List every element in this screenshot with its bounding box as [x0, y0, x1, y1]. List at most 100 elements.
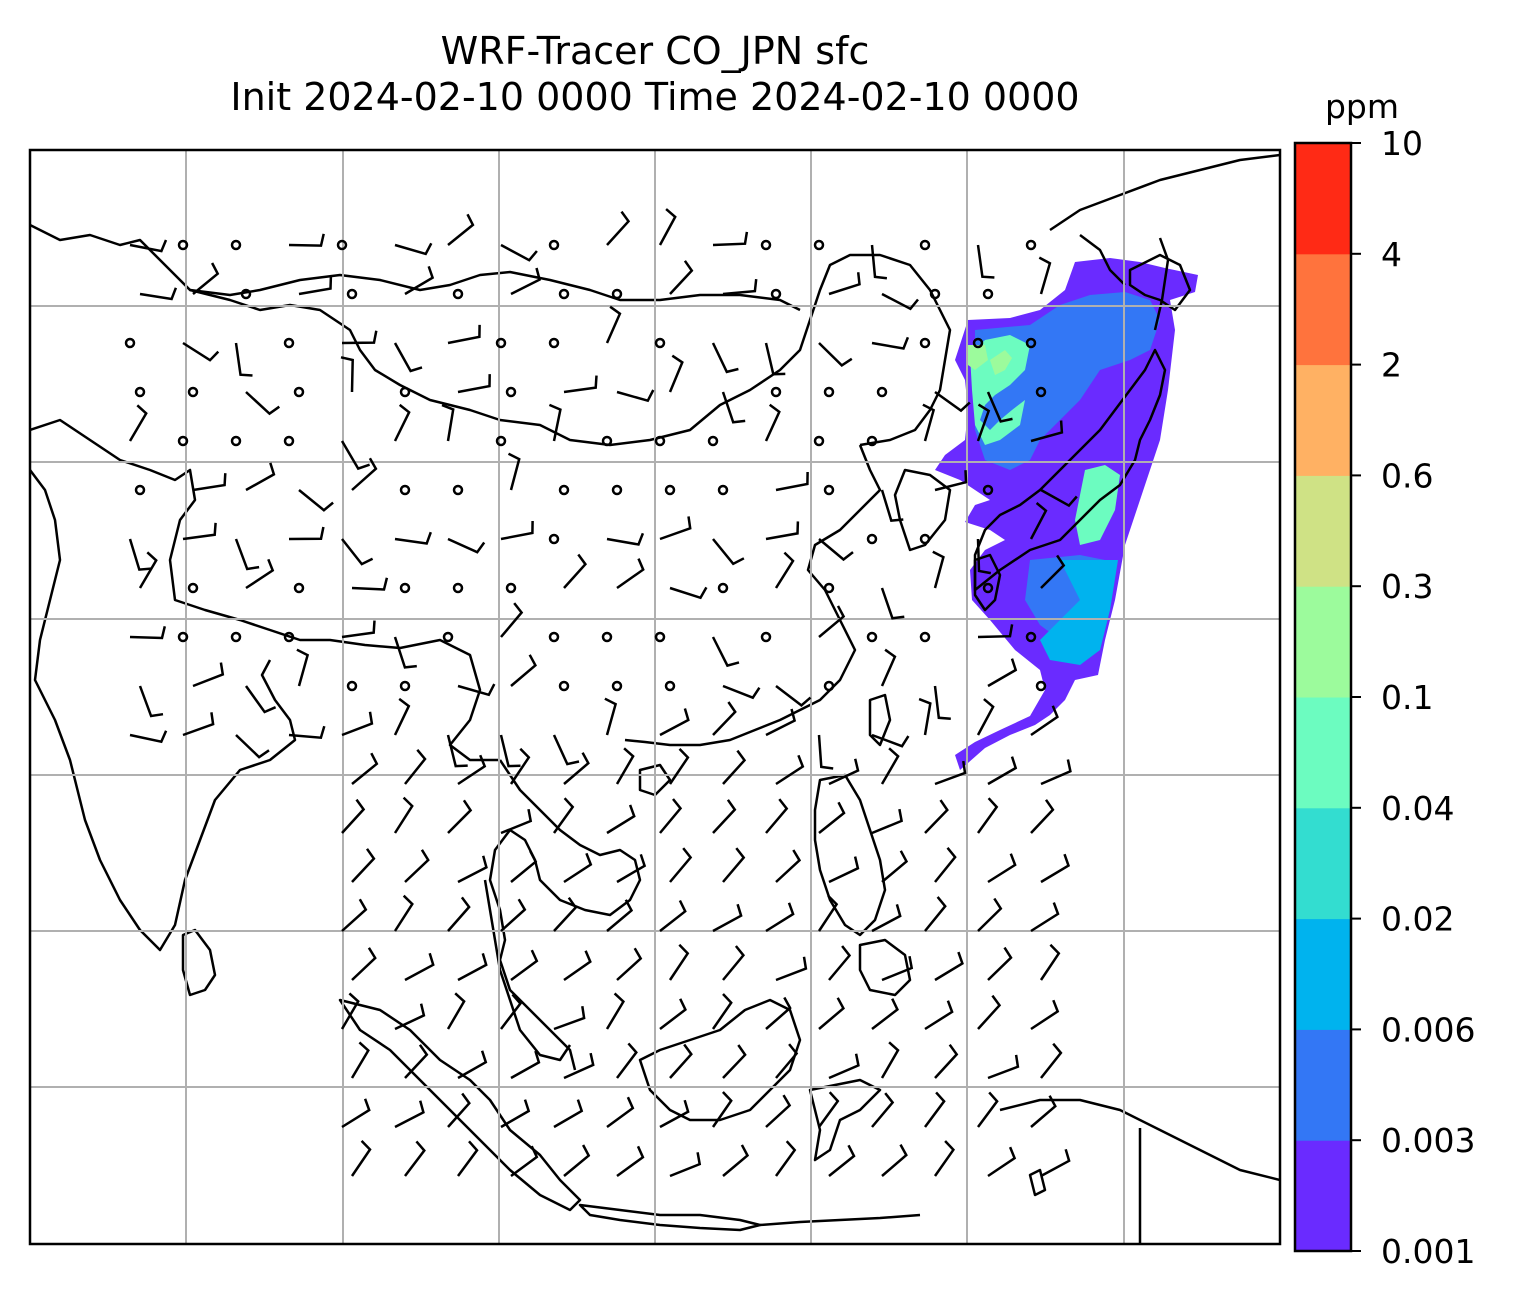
calm-wind-marker: [187, 582, 199, 594]
wind-barb: [828, 1053, 860, 1080]
calm-wind-marker: [866, 631, 878, 643]
colorbar-swatch: [1295, 364, 1351, 476]
wind-barb: [818, 801, 846, 834]
wind-barb: [712, 903, 743, 933]
wind-barb: [457, 1050, 488, 1080]
colorbar-swatch: [1295, 143, 1351, 255]
wind-barb: [510, 1145, 539, 1178]
calm-wind-marker: [760, 239, 772, 251]
calm-wind-marker: [283, 631, 295, 643]
colorbar-tick-label: 0.02: [1381, 900, 1454, 939]
wind-barb: [616, 947, 643, 981]
calm-wind-marker: [1025, 631, 1037, 643]
calm-wind-marker: [495, 435, 507, 447]
colorbar-tick-label: 0.001: [1381, 1232, 1475, 1271]
colorbar-tick-label: 0.6: [1381, 456, 1433, 495]
colorbar-tick-label: 0.003: [1381, 1121, 1475, 1160]
wind-barb: [563, 553, 588, 589]
calm-wind-marker: [919, 239, 931, 251]
wind-barb: [881, 850, 909, 883]
wind-barb: [976, 797, 999, 834]
calm-wind-marker: [346, 680, 358, 692]
wind-barb: [615, 747, 635, 785]
wind-barb: [500, 898, 527, 932]
korea: [893, 468, 952, 552]
wind-barb: [924, 896, 947, 932]
calm-wind-marker: [452, 582, 464, 594]
wind-barb: [987, 658, 1018, 688]
wind-barb: [870, 244, 888, 280]
wind-barb: [447, 896, 471, 932]
calm-wind-marker: [177, 239, 189, 251]
wind-barb: [764, 403, 781, 442]
calm-wind-marker: [919, 631, 931, 643]
wind-barb: [775, 754, 805, 786]
calm-wind-marker: [134, 484, 146, 496]
wind-barb: [765, 996, 792, 1030]
wind-barb: [341, 798, 366, 834]
wind-barb: [976, 244, 995, 279]
calm-wind-marker: [336, 239, 348, 251]
taiwan: [868, 693, 892, 747]
wind-barb: [765, 1094, 792, 1128]
wind-barb: [669, 1043, 693, 1079]
wind-barb: [563, 375, 598, 394]
wind-barb: [871, 998, 899, 1030]
wind-barb: [616, 1145, 645, 1178]
calm-wind-marker: [654, 631, 666, 643]
wind-barb: [986, 391, 1013, 423]
wind-barb: [659, 998, 687, 1030]
wind-barb: [977, 994, 1002, 1030]
wind-barb: [817, 894, 839, 932]
calm-wind-marker: [823, 386, 835, 398]
wind-barb: [606, 1096, 635, 1129]
calm-wind-marker: [601, 631, 613, 643]
wind-barb: [500, 993, 523, 1030]
wind-barb: [138, 551, 158, 589]
wind-barb: [923, 1091, 946, 1128]
calm-wind-marker: [866, 435, 878, 447]
title-line-1: WRF-Tracer CO_JPN sfc: [440, 29, 870, 73]
wind-barb: [828, 945, 852, 981]
malay-peninsula: [483, 879, 572, 1062]
wind-barb: [182, 712, 215, 737]
japan-honshu: [973, 348, 1167, 592]
wind-barb: [192, 662, 225, 688]
wind-barb: [659, 798, 683, 834]
colorbar-swatch: [1295, 807, 1351, 920]
wind-barb: [722, 1044, 747, 1079]
wind-barb: [341, 898, 368, 932]
wind-barbs: [124, 208, 1078, 1178]
wind-barb: [341, 711, 374, 737]
wind-barb: [774, 551, 795, 589]
colorbar-swatch: [1295, 1029, 1351, 1141]
mongolia-border: [189, 270, 801, 312]
wind-barb: [775, 685, 812, 708]
wind-barb: [500, 808, 533, 835]
russia-coast: [1049, 153, 1280, 232]
colorbar-ticks: 0.001 0.003 0.006 0.02 0.04 0.1 0.3 0.6 2 4 10: [1351, 124, 1475, 1271]
wind-barb: [129, 730, 168, 744]
lesser-sunda: [759, 1213, 921, 1227]
china-west-border: [30, 223, 952, 447]
calm-wind-marker: [399, 680, 411, 692]
calm-wind-marker: [548, 337, 560, 349]
wind-barb: [669, 1152, 702, 1178]
wind-barb: [447, 799, 473, 834]
calm-wind-marker: [813, 239, 825, 251]
wind-barb: [1040, 1042, 1063, 1079]
wind-barb: [1040, 488, 1078, 508]
wind-barb: [341, 330, 378, 345]
wind-barb: [881, 955, 914, 982]
wind-barb: [987, 853, 1017, 884]
calm-wind-marker: [760, 631, 772, 643]
calm-wind-marker: [548, 239, 560, 251]
wind-barb: [192, 262, 220, 295]
wind-barb: [499, 734, 521, 768]
gridlines: [30, 150, 1280, 1244]
calm-wind-marker: [558, 680, 570, 692]
wind-barb: [447, 213, 475, 246]
wind-barb: [393, 894, 414, 932]
wind-barb: [871, 733, 910, 748]
calm-wind-marker: [876, 386, 888, 398]
